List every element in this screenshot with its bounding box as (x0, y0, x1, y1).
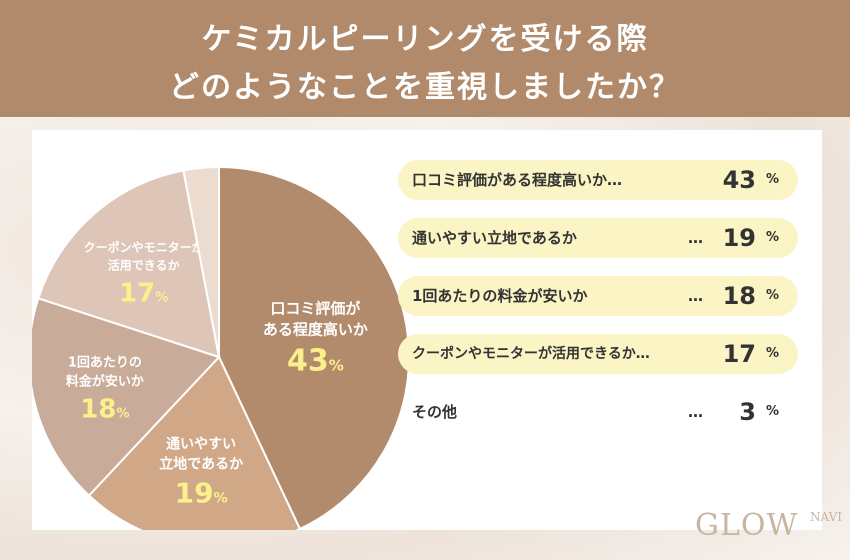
legend-row: その他 … 3% (398, 392, 798, 432)
legend-value: 19 (722, 224, 756, 252)
title-line-2: どのようなことを重視しましたか？ (169, 70, 681, 105)
legend-value: 3 (739, 398, 756, 426)
legend-row: 口コミ評価がある程度高いか… 43% (398, 160, 798, 200)
legend-unit: % (766, 230, 780, 245)
legend-dots: … (688, 287, 703, 305)
legend-value: 43 (722, 166, 756, 194)
legend-pill (398, 160, 798, 200)
pie-slice-5 (182, 165, 220, 358)
legend-pill (398, 218, 798, 258)
pie-label-2-line-2: 立地であるか (159, 456, 243, 473)
pie-slice-1 (218, 165, 410, 530)
legend-row: 通いやすい立地であるか … 19% (398, 218, 798, 258)
pie-chart: 口コミ評価がある程度高いか 43% 通いやすい立地であるか 19% 1回あたりの料金が安… (32, 165, 410, 530)
pie-label-3-line-2: 料金が安いか (66, 373, 144, 389)
legend-dots: … (688, 229, 703, 247)
pie-label-4-line-2: 活用できるか (108, 257, 180, 272)
glow-logo-suffix: NAVI (810, 510, 842, 524)
legend-unit: % (766, 288, 780, 303)
pie-slice-4 (37, 169, 221, 359)
legend-row: クーポンやモニターが活用できるか… 17% (398, 334, 798, 374)
pie-slice-3 (32, 297, 221, 497)
legend-unit: % (766, 172, 780, 187)
pie-label-3-line-1: 1回あたりの (68, 355, 142, 370)
legend-value: 18 (722, 282, 756, 310)
legend-label: クーポンやモニターが活用できるか… (412, 346, 650, 362)
pie-percent-2: 19% (175, 477, 228, 510)
title-line-1: ケミカルピーリングを受ける際 (201, 22, 649, 57)
legend-pill (398, 334, 798, 374)
legend-label: 1回あたりの料金が安いか (412, 287, 588, 305)
legend-label: 通いやすい立地であるか (412, 229, 577, 247)
pie-label-1-line-2: ある程度高いか (263, 320, 368, 338)
legend-value: 17 (722, 340, 756, 368)
glow-logo: GLOW (695, 508, 799, 543)
legend-row: 1回あたりの料金が安いか … 18% (398, 276, 798, 316)
legend-pill (398, 276, 798, 316)
pie-percent-3: 18% (80, 394, 129, 424)
pie-label-1-line-1: 口コミ評価が (270, 299, 361, 317)
pie-percent-4: 17% (119, 278, 168, 308)
pie-slice-2 (87, 355, 302, 530)
pie-label-4-line-1: クーポンやモニターが (84, 239, 204, 254)
legend-dots: … (688, 403, 703, 421)
pie-label-2-line-1: 通いやすい (166, 437, 236, 453)
legend-label: 口コミ評価がある程度高いか… (412, 171, 623, 189)
chart-card: 口コミ評価が ある程度高いか 43% 通いやすい 立地であるか 19% 1回あたりの 料金が安… (32, 130, 822, 530)
header-banner: ケミカルピーリングを受ける際 どのようなことを重視しましたか？ (0, 0, 850, 117)
legend-unit: % (766, 346, 780, 361)
legend-unit: % (766, 404, 780, 419)
pie-percent-1: 43% (287, 343, 344, 378)
legend-label: その他 (412, 403, 458, 421)
